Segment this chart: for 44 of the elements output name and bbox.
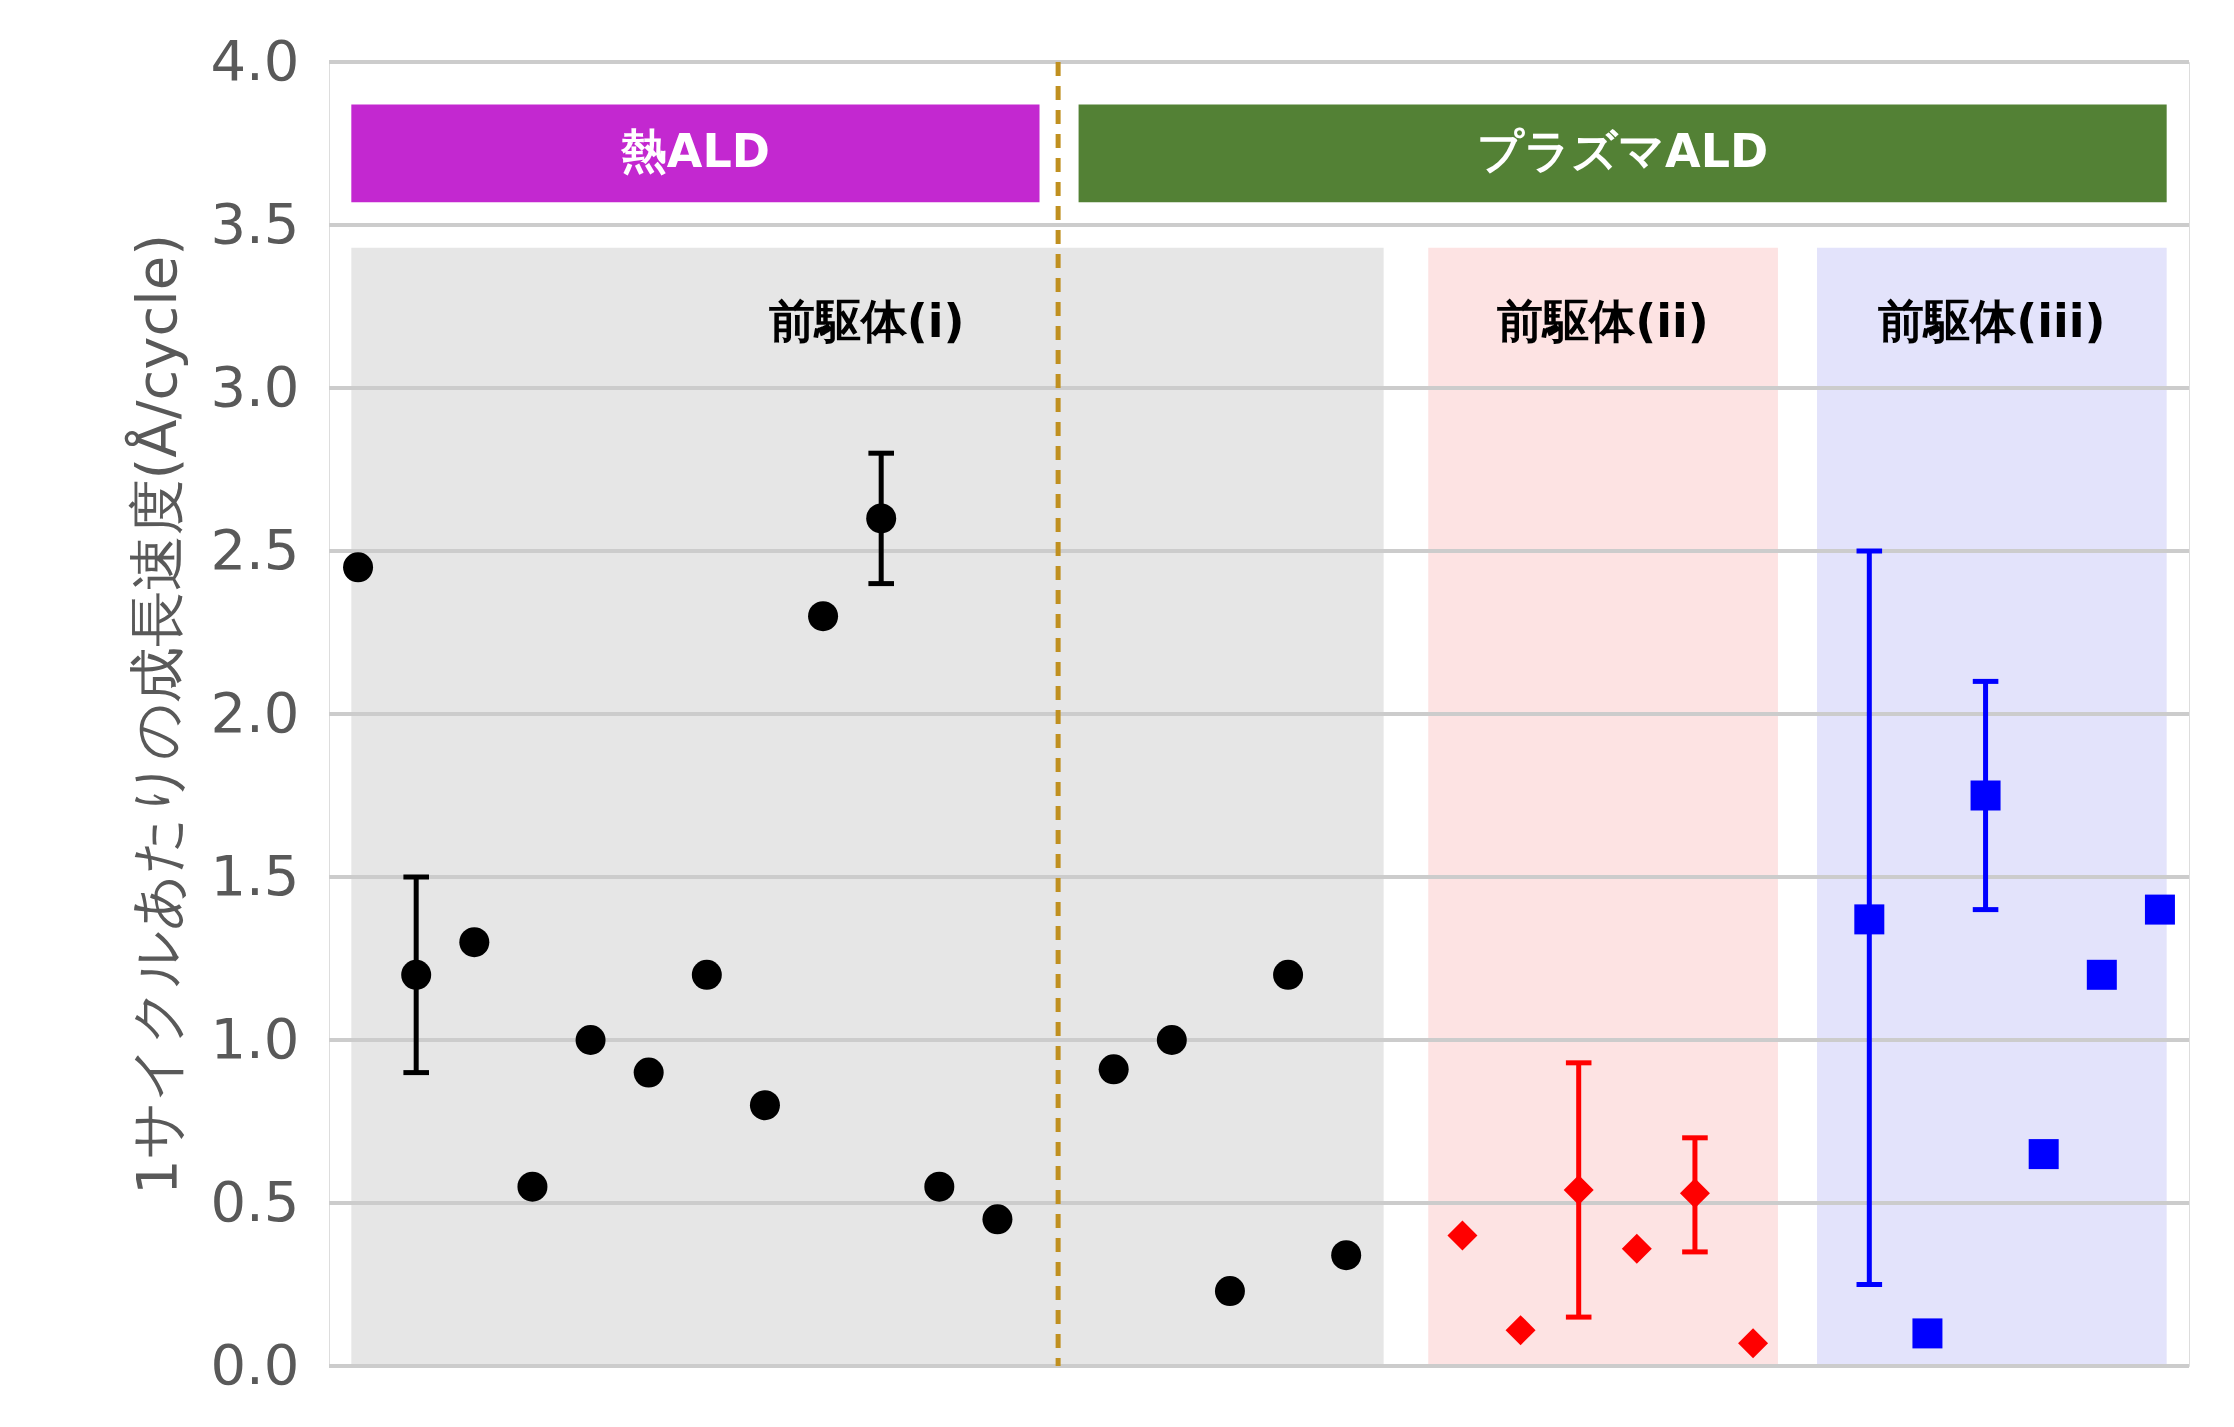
point: [517, 1171, 548, 1202]
y-tick-label: 0.5: [210, 1168, 300, 1234]
point: [1447, 1220, 1478, 1251]
y-axis-title: 1サイクルあたりの成長速度(Å/cycle): [124, 233, 190, 1196]
point: [1621, 1233, 1652, 1264]
point: [982, 1204, 1013, 1235]
point: [459, 927, 490, 958]
y-tick-label: 4.0: [210, 27, 300, 93]
point: [1912, 1318, 1943, 1349]
point: [2086, 959, 2117, 990]
annotation: 前駆体(ii): [1497, 293, 1709, 348]
point: [575, 1025, 606, 1055]
point: [1098, 1054, 1129, 1085]
annotation: 熱ALD: [619, 124, 770, 179]
point: [1970, 780, 2001, 811]
y-tick-label: 1.0: [210, 1005, 300, 1071]
point: [1738, 1328, 1769, 1359]
annotation: 前駆体(iii): [1878, 293, 2106, 348]
point: [633, 1057, 664, 1088]
point: [401, 959, 432, 990]
point: [1563, 1174, 1594, 1205]
point: [691, 959, 722, 990]
point: [1273, 959, 1304, 990]
point: [924, 1171, 955, 1202]
point: [1214, 1276, 1245, 1306]
point: [808, 601, 839, 632]
y-tick-label: 2.0: [210, 679, 300, 745]
point: [1679, 1178, 1710, 1209]
point: [1331, 1240, 1362, 1271]
y-tick-label: 1.5: [210, 842, 300, 908]
point: [343, 552, 374, 583]
annotation: プラズマALD: [1477, 124, 1769, 179]
y-tick-label: 0.0: [210, 1331, 300, 1397]
y-tick-label: 3.5: [210, 190, 300, 256]
point: [749, 1090, 780, 1121]
point: [2028, 1139, 2059, 1170]
point: [2144, 894, 2175, 925]
annotation: 前駆体(i): [768, 293, 965, 348]
point: [1854, 904, 1885, 935]
point: [1505, 1315, 1536, 1346]
point: [866, 503, 897, 534]
y-tick-label: 3.0: [210, 353, 300, 419]
y-tick-label: 2.5: [210, 516, 300, 582]
point: [1156, 1025, 1187, 1055]
